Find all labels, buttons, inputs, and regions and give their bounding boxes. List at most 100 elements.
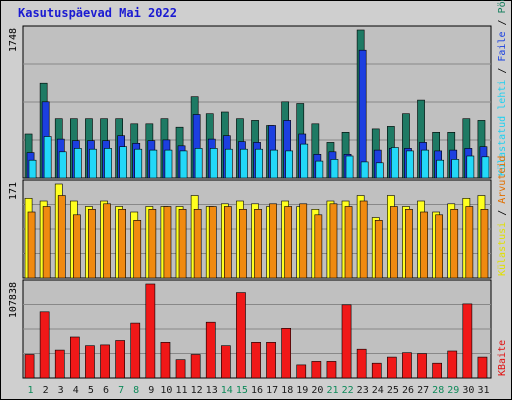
bar-kbaite (311, 361, 322, 379)
x-tick-label: 29 (447, 385, 459, 396)
legend-item: Faile (497, 32, 508, 62)
x-tick-label: 19 (296, 385, 308, 396)
x-tick-label: 9 (148, 385, 154, 396)
bar-arvuteid (284, 206, 293, 279)
x-tick-label: 20 (311, 385, 323, 396)
x-tick-label: 23 (357, 385, 369, 396)
bar-kbaite (175, 359, 186, 379)
x-tick-label: 4 (73, 385, 79, 396)
bar-kbaite (417, 353, 427, 379)
bar-külastatud-lehti (360, 161, 369, 179)
x-tick-label: 22 (342, 385, 354, 396)
bar-arvuteid (314, 214, 323, 279)
bar-arvuteid (224, 206, 232, 279)
legend-item: Külastusi (497, 222, 508, 276)
bar-arvuteid (344, 206, 353, 279)
x-tick-label: 3 (58, 385, 64, 396)
legend-separator: / (497, 62, 508, 80)
bar-kbaite (115, 340, 125, 379)
legend-item: Arvuteid (497, 156, 508, 204)
bar-arvuteid (193, 209, 202, 279)
bar-külastatud-lehti (179, 150, 188, 179)
bar-kbaite (24, 354, 35, 379)
bar-kbaite (296, 364, 307, 379)
bar-arvuteid (329, 203, 338, 279)
bar-külastatud-lehti (330, 159, 339, 179)
bar-külastatud-lehti (89, 148, 97, 179)
bar-arvuteid (465, 206, 474, 279)
bar-arvuteid (88, 209, 96, 279)
bar-kbaite (130, 322, 141, 379)
bar-arvuteid (73, 214, 81, 279)
legend-separator: / (497, 204, 508, 222)
bar-kbaite (402, 352, 412, 379)
bar-arvuteid (208, 206, 217, 279)
bar-kbaite (221, 345, 231, 379)
legend-item: Külastatud lehti (497, 80, 508, 176)
bar-arvuteid (163, 206, 172, 279)
bar-arvuteid (374, 220, 383, 279)
bar-arvuteid (254, 209, 262, 279)
x-tick-label: 7 (118, 385, 124, 396)
bar-arvuteid (178, 209, 187, 279)
bar-kbaite (39, 311, 50, 379)
bar-kbaite (70, 336, 80, 379)
bar-arvuteid (480, 209, 489, 279)
bar-kbaite (371, 362, 382, 379)
bar-külastatud-lehti (74, 148, 82, 179)
chart-title: Kasutuspäevad Mai 2022 (18, 6, 177, 20)
bar-arvuteid (133, 220, 142, 279)
bar-arvuteid (27, 211, 36, 279)
bar-külastatud-lehti (315, 160, 324, 179)
y-axis-max-label: 171 (8, 182, 19, 200)
bar-arvuteid (299, 203, 308, 279)
bar-arvuteid (148, 209, 157, 279)
bar-külastatud-lehti (225, 148, 233, 179)
x-tick-label: 25 (387, 385, 399, 396)
x-tick-label: 5 (88, 385, 94, 396)
x-tick-label: 8 (133, 385, 139, 396)
legend: Külastusi / Arvuteid (497, 156, 508, 276)
bar-arvuteid (389, 206, 398, 279)
x-tick-label: 31 (477, 385, 489, 396)
bar-külastatud-lehti (209, 148, 218, 179)
bar-kbaite (100, 344, 110, 379)
bar-kbaite (432, 362, 443, 379)
bar-külastatud-lehti (270, 149, 278, 179)
bar-külastatud-lehti (104, 148, 112, 179)
bar-kbaite (266, 341, 276, 379)
bar-kbaite (205, 321, 216, 379)
bar-külastatud-lehti (255, 148, 263, 179)
bar-külastatud-lehti (406, 150, 414, 179)
bar-külastatud-lehti (119, 146, 127, 179)
x-tick-label: 12 (191, 385, 203, 396)
y-axis-max-label: 107838 (8, 282, 19, 318)
bar-külastatud-lehti (240, 148, 248, 179)
bar-külastatud-lehti (451, 159, 460, 179)
bar-külastatud-lehti (285, 150, 294, 179)
bar-kbaite (190, 354, 201, 379)
legend: Külastatud lehti / Faile / Pöördumisi (497, 0, 508, 176)
legend-separator: / (497, 13, 508, 31)
bar-külastatud-lehti (194, 148, 203, 179)
x-tick-label: 28 (432, 385, 444, 396)
bar-kbaite (145, 283, 156, 379)
bar-arvuteid (405, 209, 413, 279)
x-tick-label: 11 (175, 385, 187, 396)
x-tick-label: 14 (221, 385, 233, 396)
bar-kbaite (462, 303, 473, 379)
bar-arvuteid (359, 200, 368, 279)
x-tick-label: 10 (160, 385, 172, 396)
bar-külastatud-lehti (345, 155, 354, 179)
x-tick-label: 26 (402, 385, 414, 396)
x-tick-label: 6 (103, 385, 109, 396)
bar-kbaite (356, 348, 367, 379)
bar-kbaite (281, 327, 292, 379)
bar-arvuteid (269, 203, 277, 279)
x-tick-label: 15 (236, 385, 248, 396)
bar-külastatud-lehti (466, 155, 475, 179)
x-tick-label: 30 (462, 385, 474, 396)
bar-arvuteid (450, 209, 459, 279)
bar-kbaite (160, 341, 171, 379)
